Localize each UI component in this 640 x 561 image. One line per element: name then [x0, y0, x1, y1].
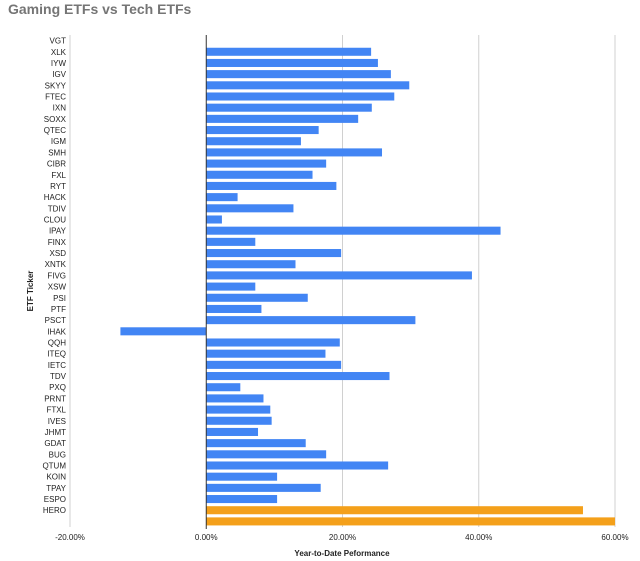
y-tick-label: IGM — [51, 137, 66, 146]
x-tick-labels: -20.00% 0.00% 20.00% 40.00% 60.00% — [55, 533, 628, 542]
bar — [206, 372, 390, 381]
y-tick-label: QTUM — [42, 462, 66, 471]
bar — [206, 114, 359, 123]
y-tick-label: SMH — [48, 148, 66, 157]
y-tick-label: IGV — [52, 70, 66, 79]
y-tick-label: FTEC — [45, 93, 66, 102]
y-tick-label: PRNT — [44, 394, 66, 403]
bar — [206, 204, 294, 213]
y-tick-label: IVES — [48, 417, 66, 426]
bar — [206, 517, 615, 526]
y-tick-label: IHAK — [47, 327, 66, 336]
bar — [206, 495, 278, 504]
bar — [206, 249, 342, 258]
x-tick-label: 60.00% — [601, 533, 628, 542]
y-tick-label: XNTK — [45, 260, 67, 269]
bar — [206, 215, 222, 224]
y-tick-label: IPAY — [49, 227, 67, 236]
bar — [206, 70, 391, 79]
bar — [206, 338, 340, 347]
bar-series — [120, 47, 615, 526]
y-tick-label: KOIN — [46, 473, 66, 482]
y-tick-label: ITEQ — [47, 350, 66, 359]
bar — [206, 461, 389, 470]
y-tick-label: PSCT — [45, 316, 66, 325]
bar — [206, 92, 395, 101]
x-tick-label: -20.00% — [55, 533, 85, 542]
bar — [206, 472, 278, 481]
bar — [206, 349, 326, 358]
y-tick-label: SKYY — [45, 81, 67, 90]
y-tick-label: SOXX — [44, 115, 67, 124]
x-axis-title: Year-to-Date Peformance — [294, 549, 390, 558]
y-tick-label: PSI — [53, 294, 66, 303]
x-tick-label: 20.00% — [329, 533, 356, 542]
chart-title: Gaming ETFs vs Tech ETFs — [8, 1, 192, 17]
bar — [206, 159, 327, 168]
bar — [206, 58, 378, 67]
y-tick-label: IYW — [51, 59, 67, 68]
grid-lines — [69, 35, 616, 527]
bar — [206, 47, 372, 56]
y-tick-label: ESPO — [44, 495, 66, 504]
bar — [206, 226, 501, 235]
y-tick-label: GDAT — [44, 439, 66, 448]
bar — [206, 81, 410, 90]
y-tick-label: IETC — [48, 361, 66, 370]
y-tick-label: XLK — [51, 48, 67, 57]
y-tick-label: XSD — [50, 249, 67, 258]
bar — [206, 170, 313, 179]
bar — [206, 383, 241, 392]
y-tick-label: PXQ — [49, 383, 66, 392]
y-tick-label: HACK — [44, 193, 67, 202]
bar — [206, 260, 296, 269]
bar — [206, 137, 301, 146]
y-tick-label: QTEC — [44, 126, 66, 135]
bar — [206, 193, 238, 202]
y-tick-label: BUG — [49, 450, 66, 459]
y-tick-label: RYT — [50, 182, 66, 191]
y-tick-label: FTXL — [46, 406, 66, 415]
bar — [206, 304, 262, 313]
bar — [206, 405, 271, 414]
y-tick-label: TDV — [50, 372, 67, 381]
bar — [206, 316, 416, 325]
bar — [206, 103, 372, 112]
y-tick-label: PTF — [51, 305, 66, 314]
bar — [206, 394, 264, 403]
bar — [206, 427, 259, 436]
bar — [120, 327, 207, 336]
bar — [206, 126, 319, 135]
bar — [206, 483, 321, 492]
bar — [206, 271, 472, 280]
bar — [206, 506, 583, 515]
y-tick-label: CIBR — [47, 160, 66, 169]
y-tick-label: FXL — [51, 171, 66, 180]
bar — [206, 282, 256, 291]
bar — [206, 450, 327, 459]
y-tick-label: FINX — [48, 238, 67, 247]
x-tick-label: 0.00% — [195, 533, 218, 542]
y-axis-title: ETF Ticker — [26, 271, 35, 312]
x-tick-label: 40.00% — [465, 533, 492, 542]
bar — [206, 293, 308, 302]
bar — [206, 360, 342, 369]
y-tick-label: XSW — [48, 283, 67, 292]
bar — [206, 181, 337, 190]
y-tick-label: VGT — [50, 37, 67, 46]
y-tick-label: FIVG — [47, 271, 66, 280]
y-tick-label: HERO — [43, 506, 66, 515]
y-tick-label: IXN — [53, 104, 67, 113]
y-tick-label: CLOU — [44, 216, 66, 225]
y-tick-label: TDIV — [48, 204, 67, 213]
bar — [206, 439, 306, 448]
bar — [206, 416, 272, 425]
y-tick-label: QQH — [48, 339, 66, 348]
y-tick-label: JHMT — [45, 428, 66, 437]
y-tick-label: TPAY — [46, 484, 66, 493]
y-tick-labels: VGT XLK IYW IGV SKYY FTEC IXN SOXX QTEC IGM SMH CIB… — [42, 37, 66, 516]
bar — [206, 237, 256, 246]
bar — [206, 148, 383, 157]
